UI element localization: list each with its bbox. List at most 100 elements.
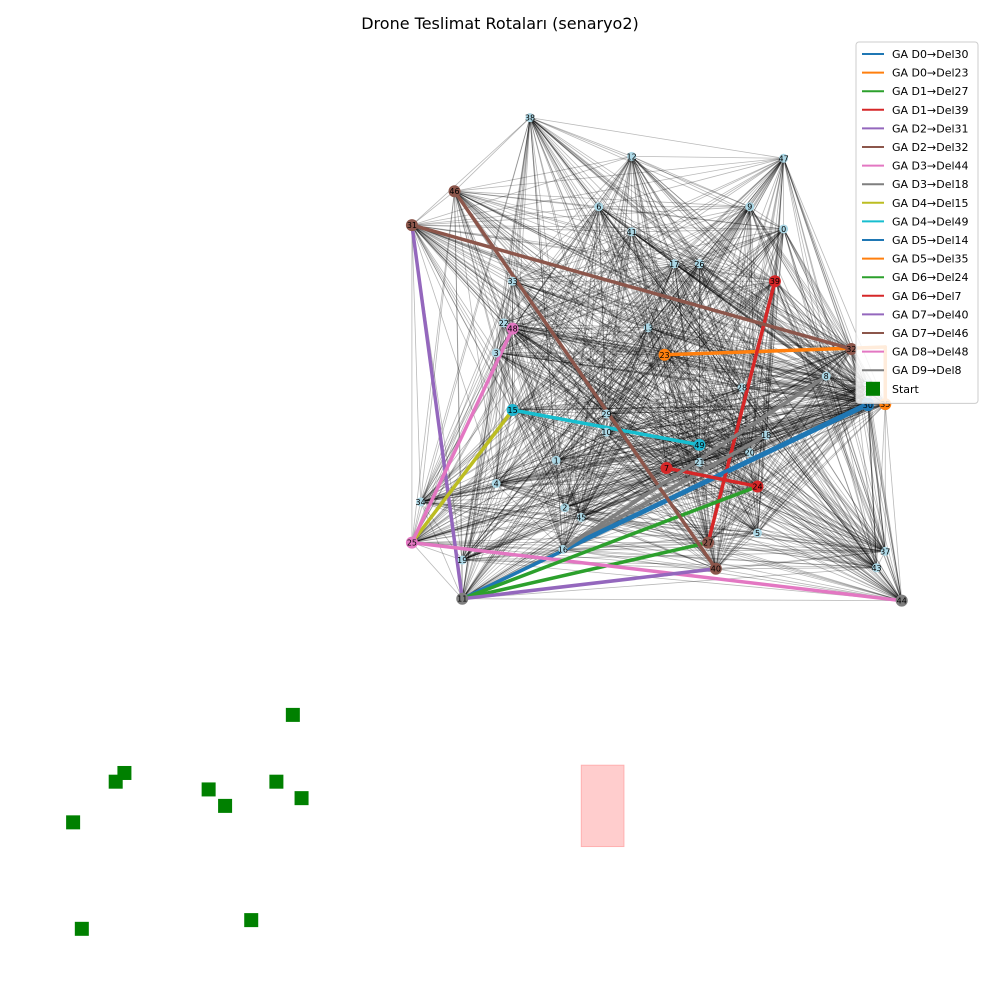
graph-edge	[631, 156, 869, 406]
graph-edge	[774, 280, 869, 385]
graph-edge	[461, 327, 649, 561]
graph-edge	[420, 501, 758, 534]
graph-edge	[495, 231, 632, 354]
graph-edge	[699, 348, 852, 446]
graph-edge	[606, 158, 784, 433]
graph-edge	[666, 228, 784, 469]
graph-edge	[556, 459, 886, 552]
graph-edge	[454, 190, 751, 453]
graph-edge	[631, 155, 784, 230]
graph-edge	[420, 263, 675, 503]
graph-edge	[495, 231, 633, 484]
graph-edge	[556, 402, 868, 461]
graph-edge	[631, 156, 717, 569]
graph-edge	[512, 206, 750, 282]
graph-edge	[606, 402, 868, 433]
graph-edge	[580, 231, 633, 518]
graph-edge	[631, 155, 750, 208]
graph-edge	[461, 328, 513, 599]
graph-edge	[699, 375, 827, 446]
graph-edge	[512, 328, 665, 356]
graph-edge	[699, 387, 743, 463]
graph-edge	[555, 460, 582, 518]
graph-edge	[461, 352, 497, 599]
graph-edge	[715, 348, 852, 569]
graph-edge	[512, 228, 784, 330]
graph-edge	[512, 280, 776, 411]
graph-edge	[598, 206, 751, 453]
graph-edge	[699, 263, 709, 543]
graph-edge	[411, 507, 565, 543]
graph-edge	[512, 328, 607, 415]
graph-edge	[757, 158, 785, 533]
graph-edge	[699, 263, 869, 385]
graph-edge	[411, 402, 868, 543]
graph-edge	[556, 404, 868, 461]
graph-edge	[581, 348, 852, 518]
route-line	[410, 540, 904, 603]
chart-title: Drone Teslimat Rotaları (senaryo2)	[361, 14, 639, 33]
graph-edge	[411, 206, 750, 226]
graph-edge	[454, 190, 675, 265]
graph-edge	[411, 191, 455, 543]
graph-edge	[765, 228, 785, 436]
graph-edge	[495, 352, 513, 411]
graph-edge	[420, 375, 827, 503]
graph-edge	[512, 409, 767, 436]
graph-edge	[562, 327, 649, 550]
graph-edge	[512, 231, 632, 411]
graph-edge	[411, 280, 776, 543]
start-markers	[66, 707, 309, 936]
graph-edge	[512, 280, 902, 601]
graph-edge	[699, 263, 743, 388]
graph-edge	[631, 156, 700, 463]
graph-edge	[699, 444, 750, 453]
graph-edge	[496, 402, 868, 484]
graph-edge	[741, 387, 868, 404]
graph-edge	[774, 280, 869, 406]
graph-edge	[555, 263, 675, 461]
graph-edge	[715, 550, 886, 570]
graph-edge	[503, 263, 700, 324]
graph-edge	[512, 280, 758, 487]
graph-edge	[664, 354, 700, 445]
graph-edge	[461, 354, 665, 599]
graph-edge	[606, 228, 784, 433]
route-line	[460, 540, 710, 601]
graph-edge	[580, 206, 600, 518]
graph-edge	[666, 452, 750, 469]
graph-edge	[454, 190, 599, 208]
graph-edge	[496, 452, 750, 484]
node-label: 33	[507, 277, 517, 286]
graph-edge	[715, 452, 751, 569]
node-label: 47	[779, 154, 789, 163]
graph-edge	[411, 224, 665, 356]
graph-edge	[454, 190, 750, 208]
graph-edge	[749, 383, 869, 453]
graph-edge	[512, 231, 632, 282]
graph-edge	[529, 117, 632, 157]
graph-edge	[664, 354, 877, 569]
graph-edge	[420, 501, 877, 569]
graph-edge	[606, 354, 665, 415]
graph-edge	[411, 224, 868, 404]
node-point	[694, 259, 704, 269]
graph-edge	[783, 158, 852, 350]
graph-edge	[555, 354, 665, 461]
graph-edge	[631, 231, 717, 569]
graph-edge	[562, 548, 902, 602]
node-label: 44	[897, 597, 907, 606]
graph-edge	[631, 231, 827, 377]
graph-edge	[496, 467, 667, 484]
graph-edge	[757, 393, 869, 487]
graph-edge	[757, 402, 869, 534]
graph-edge	[512, 328, 868, 406]
graph-edge	[647, 263, 700, 328]
graph-edge	[503, 322, 852, 350]
graph-edge	[454, 191, 497, 353]
start-marker	[66, 815, 81, 830]
graph-edge	[647, 327, 877, 569]
graph-edge	[598, 206, 869, 406]
graph-edge	[411, 224, 868, 394]
legend-label: Start	[892, 383, 920, 396]
